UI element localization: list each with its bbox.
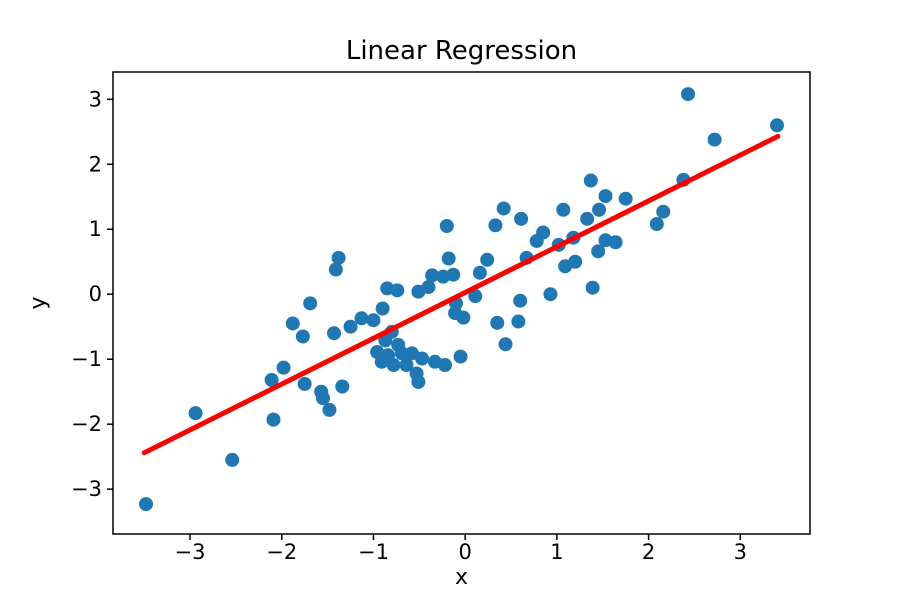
scatter-point	[453, 349, 468, 364]
scatter-point	[139, 497, 154, 512]
scatter-point	[331, 250, 346, 265]
y-tick-label: −1	[71, 347, 102, 371]
scatter-point	[225, 452, 240, 467]
scatter-point	[266, 412, 281, 427]
scatter-point	[322, 402, 337, 417]
y-tick-label: 3	[89, 87, 102, 111]
scatter-point	[536, 225, 551, 240]
scatter-point	[598, 189, 613, 204]
scatter-point	[681, 87, 696, 102]
scatter-point	[354, 311, 369, 326]
regression-line	[141, 133, 781, 456]
scatter-point	[439, 219, 454, 233]
scatter-point	[276, 360, 291, 375]
scatter-point	[335, 379, 350, 394]
scatter-point	[399, 358, 414, 373]
scatter-point	[415, 351, 430, 366]
scatter-point	[513, 293, 528, 308]
y-tick-label: −2	[71, 412, 102, 436]
scatter-point	[343, 319, 358, 334]
scatter-point	[568, 254, 583, 269]
x-tick-label: −1	[358, 540, 389, 564]
scatter-point	[656, 204, 671, 219]
scatter-point	[592, 202, 607, 217]
y-tick-label: 0	[89, 282, 102, 306]
scatter-point	[472, 265, 487, 280]
scatter-point	[327, 326, 342, 341]
y-axis-label: y	[26, 296, 51, 309]
scatter-point	[580, 211, 595, 226]
scatter-point	[591, 244, 606, 259]
scatter-point	[618, 191, 633, 206]
scatter-point	[316, 391, 331, 406]
scatter-point	[421, 280, 436, 295]
scatter-point	[446, 267, 461, 282]
scatter-point	[366, 313, 381, 328]
scatter-point	[425, 268, 440, 283]
scatter-point	[437, 358, 452, 373]
x-tick-label: −2	[266, 540, 297, 564]
scatter-point	[441, 251, 456, 266]
scatter-point	[468, 289, 483, 304]
scatter-point	[480, 252, 495, 267]
x-tick-label: 2	[642, 540, 655, 564]
scatter-point	[608, 235, 623, 250]
scatter-point	[543, 287, 558, 302]
scatter-point	[390, 283, 405, 298]
scatter-point	[328, 262, 343, 277]
scatter-point	[769, 118, 784, 133]
scatter-point	[514, 211, 529, 226]
scatter-point	[649, 217, 664, 232]
scatter-point	[295, 329, 310, 344]
chart-body: −3 −2 −1 0 1 2 3 −3 −2 −1 0 1 2 3	[71, 71, 811, 564]
scatter-point	[490, 315, 505, 330]
axes-frame	[112, 71, 811, 535]
scatter-point	[188, 406, 203, 421]
scatter-point	[375, 301, 390, 316]
scatter-point	[707, 132, 722, 147]
y-tick-label: 1	[89, 217, 102, 241]
x-axis-label: x	[455, 565, 468, 590]
scatter-point	[386, 358, 401, 373]
y-tick-label: 2	[89, 152, 102, 176]
x-tick-label: 0	[458, 540, 471, 564]
x-tick-label: 3	[734, 540, 747, 564]
y-tick-label: −3	[71, 477, 102, 501]
x-tick-label: −3	[175, 540, 206, 564]
scatter-point	[556, 202, 571, 217]
scatter-point	[511, 314, 526, 329]
scatter-point	[303, 296, 318, 311]
scatter-point	[488, 218, 503, 233]
scatter-point	[456, 310, 471, 325]
scatter-point	[394, 346, 409, 361]
scatter-point	[264, 373, 279, 387]
x-tick-label: 1	[550, 540, 563, 564]
scatter-point	[498, 337, 513, 352]
chart-title: Linear Regression	[346, 36, 577, 66]
scatter-point	[297, 376, 312, 391]
scatter-point	[583, 173, 598, 188]
scatter-point	[411, 374, 426, 389]
scatter-point	[496, 201, 511, 216]
scatter-point	[285, 316, 300, 331]
scatter-point	[585, 280, 600, 295]
